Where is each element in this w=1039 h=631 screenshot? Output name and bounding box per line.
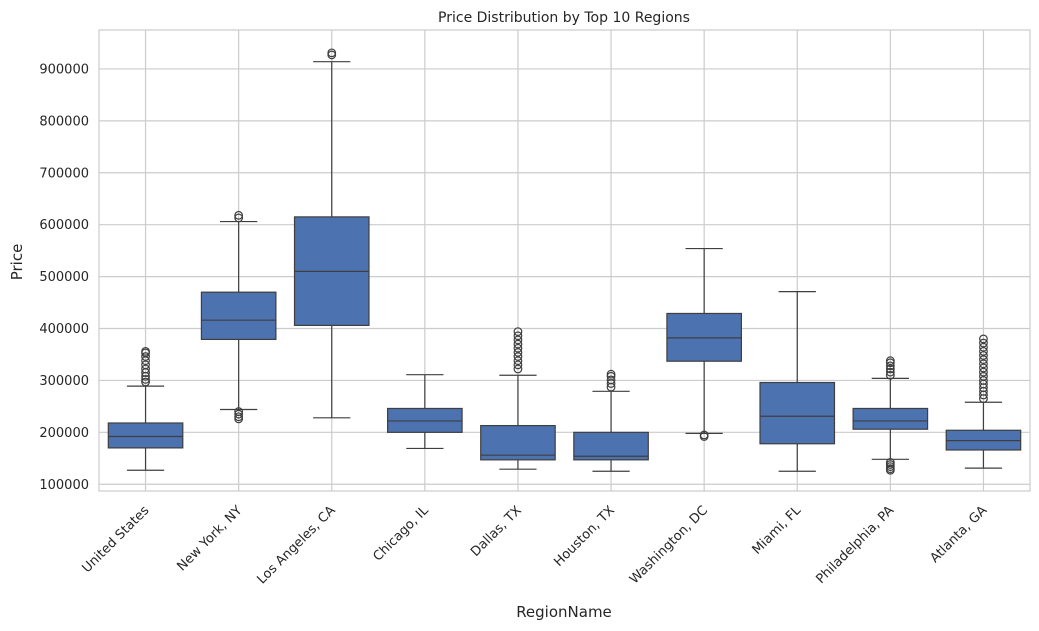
x-axis-label: RegionName [516,603,612,621]
x-tick-label: New York, NY [174,503,245,574]
outlier-point [979,342,988,352]
outlier-point [513,364,523,374]
outlier-point [513,339,523,349]
outlier-point [979,376,988,385]
box-group [666,247,742,441]
outlier-point [885,356,895,366]
outlier-point [979,346,988,356]
y-tick-label: 300000 [39,374,89,389]
outlier-point [141,360,150,370]
x-tick-label: Dallas, TX [468,503,525,560]
outlier-point [979,363,988,373]
outlier-point [327,48,337,58]
y-tick-label: 200000 [39,426,89,441]
outlier-point [979,338,988,348]
y-tick-label: 500000 [39,270,89,285]
box [759,381,836,445]
outlier-point [234,210,244,220]
box-group [293,48,370,419]
outlier-point [979,367,988,377]
box-group [945,334,1022,469]
y-tick-label: 600000 [39,218,89,233]
boxes [107,48,1022,475]
outlier-point [979,334,988,344]
x-tick-label: Miami, FL [750,503,805,558]
box-group [759,291,836,472]
plot-frame [98,29,1031,492]
outlier-point [979,355,988,365]
outlier-point [885,458,895,467]
outlier-point [513,343,523,353]
outlier-point [979,359,988,369]
outlier-point [513,347,523,357]
outlier-point [513,352,523,361]
outlier-point [885,367,895,377]
outlier-point [141,364,150,374]
box-group [107,346,184,471]
x-tick-label: United States [80,503,153,576]
box-group [480,327,556,470]
outlier-point [234,407,244,416]
box [200,291,277,341]
box [480,424,556,461]
outlier-point [141,377,150,387]
outlier-point [606,375,616,385]
x-tick-label: Chicago, IL [370,503,432,565]
outlier-point [513,331,523,341]
x-tick-label: Atlanta, GA [927,503,990,566]
outlier-point [234,409,244,419]
outlier-point [141,346,150,356]
box-group [573,369,649,472]
x-tick-label: Los Angeles, CA [255,503,339,587]
y-tick-label: 400000 [39,322,89,337]
outlier-point [234,412,244,422]
outlier-point [885,370,895,380]
y-tick-label: 800000 [39,114,89,129]
outlier-point [979,351,988,360]
outlier-point [141,374,150,384]
outlier-point [885,364,895,374]
outlier-point [606,369,616,379]
outlier-point [234,213,244,223]
outlier-point [699,430,709,440]
box-group [200,210,277,424]
outlier-point [141,352,150,361]
box [573,431,649,461]
x-tick-label: Houston, TX [551,503,618,570]
y-axis-label: Price [8,244,26,281]
x-tick-label: Philadelphia, PA [813,503,897,587]
outlier-point [979,371,988,381]
box [107,422,184,449]
y-tick-label: 100000 [39,478,89,493]
box-group [387,374,463,450]
outlier-point [513,356,523,366]
box [852,407,929,430]
chart-title: Price Distribution by Top 10 Regions [438,10,690,26]
outlier-point [513,360,523,370]
y-tick-label: 700000 [39,166,89,181]
outlier-point [513,335,523,345]
outlier-point [513,327,523,337]
outlier-point [885,361,895,371]
box-group [852,356,929,475]
y-tick-labels: 100000 200000 300000 400000 500000 600000 7000… [39,62,89,492]
x-tick-label: Washington, DC [627,503,711,587]
y-tick-label: 900000 [39,62,89,77]
x-tick-labels: United States New York, NY Los Angeles, CA… [80,503,991,588]
